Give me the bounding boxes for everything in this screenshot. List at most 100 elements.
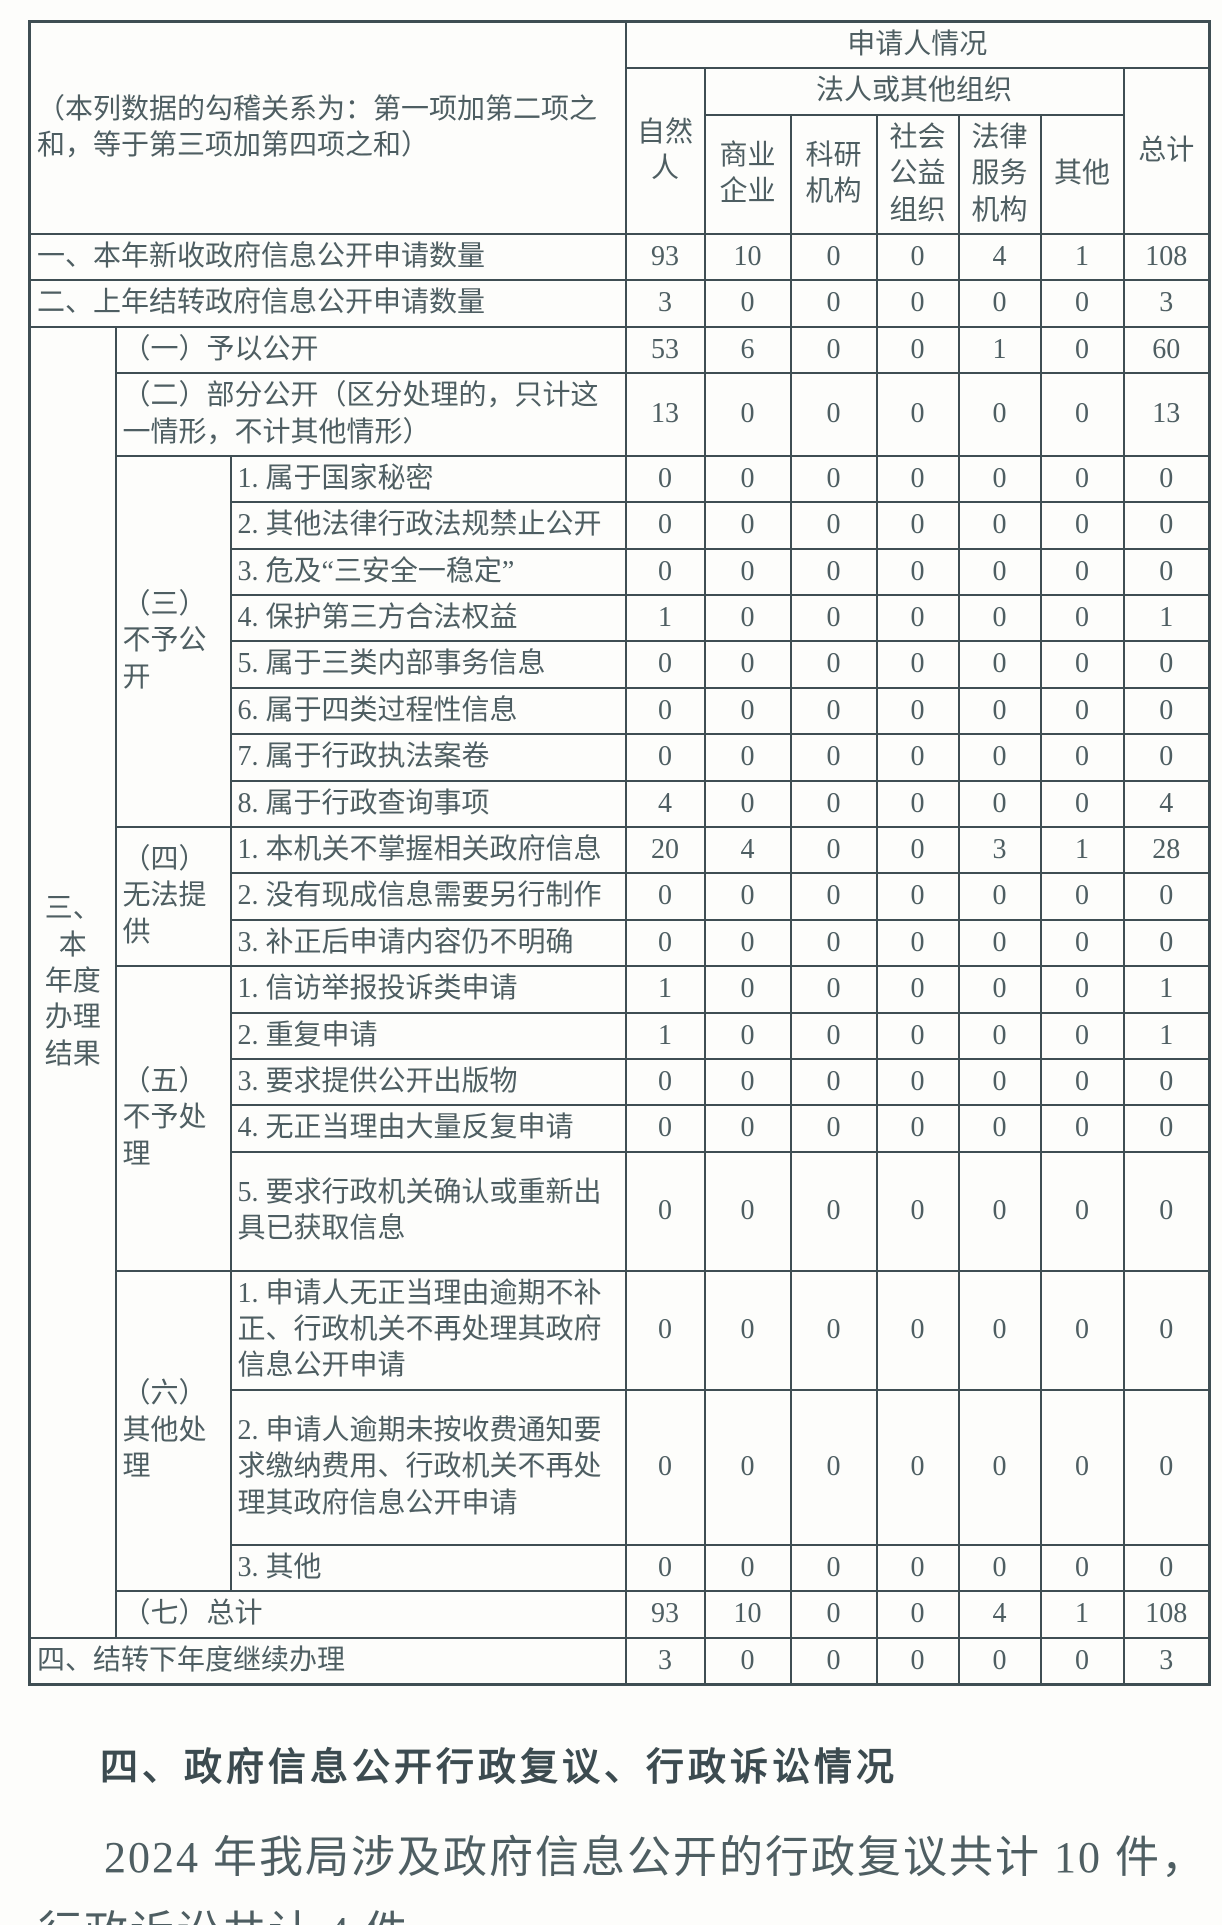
value-cell: 0 bbox=[1122, 918, 1211, 968]
col-header-legal-service: 法律服务机构 bbox=[957, 113, 1042, 235]
row-label: 1. 信访举报投诉类申请 bbox=[229, 965, 627, 1014]
col-header-natural-person: 自然人 bbox=[624, 67, 706, 235]
value-cell: 0 bbox=[957, 965, 1042, 1014]
value-cell: 108 bbox=[1122, 232, 1211, 282]
value-cell: 0 bbox=[1039, 733, 1125, 782]
value-cell: 0 bbox=[703, 1269, 792, 1391]
value-cell: 0 bbox=[1122, 872, 1211, 921]
section-heading: 四、政府信息公开行政复议、行政诉讼情况 bbox=[100, 1747, 899, 1790]
row-label: 2. 没有现成信息需要另行制作 bbox=[229, 872, 627, 921]
value-cell: 1 bbox=[1039, 232, 1125, 282]
value-cell: 0 bbox=[703, 1636, 792, 1686]
value-cell: 1 bbox=[624, 1011, 706, 1060]
value-cell: 0 bbox=[957, 1636, 1042, 1686]
value-cell: 0 bbox=[703, 918, 792, 968]
value-cell: 0 bbox=[1122, 1150, 1211, 1272]
checksum-note: （本列数据的勾稽关系为：第一项加第二项之和，等于第三项加第四项之和） bbox=[28, 20, 627, 235]
value-cell: 0 bbox=[703, 372, 792, 457]
group-label-unable-to-provide: （四）无法提供 bbox=[114, 826, 232, 968]
value-cell: 0 bbox=[789, 1388, 878, 1546]
value-cell: 0 bbox=[624, 1543, 706, 1593]
row-label: 2. 其他法律行政法规禁止公开 bbox=[229, 501, 627, 550]
value-cell: 0 bbox=[789, 501, 878, 550]
value-cell: 1 bbox=[624, 594, 706, 643]
value-cell: 0 bbox=[957, 640, 1042, 689]
value-cell: 0 bbox=[703, 1150, 792, 1272]
value-cell: 1 bbox=[1122, 965, 1211, 1014]
row-label: 4. 无正当理由大量反复申请 bbox=[229, 1104, 627, 1153]
value-cell: 0 bbox=[875, 640, 960, 689]
value-cell: 0 bbox=[957, 918, 1042, 968]
value-cell: 0 bbox=[789, 1104, 878, 1153]
value-cell: 4 bbox=[957, 232, 1042, 282]
value-cell: 0 bbox=[875, 454, 960, 504]
value-cell: 0 bbox=[957, 1057, 1042, 1107]
header-row-3: 商业企业 科研机构 社会公益组织 法律服务机构 其他 bbox=[30, 113, 1210, 235]
value-cell: 0 bbox=[1039, 325, 1125, 375]
value-cell: 10 bbox=[703, 232, 792, 282]
value-cell: 0 bbox=[624, 872, 706, 921]
value-cell: 0 bbox=[789, 279, 878, 328]
value-cell: 13 bbox=[1122, 372, 1211, 457]
value-cell: 4 bbox=[624, 779, 706, 829]
value-cell: 0 bbox=[957, 454, 1042, 504]
value-cell: 0 bbox=[789, 640, 878, 689]
row-label: 6. 属于四类过程性信息 bbox=[229, 686, 627, 736]
row-label: 3. 危及“三安全一稳定” bbox=[229, 547, 627, 597]
row-label: 二、上年结转政府信息公开申请数量 bbox=[28, 279, 627, 328]
value-cell: 0 bbox=[875, 372, 960, 457]
value-cell: 0 bbox=[624, 1057, 706, 1107]
value-cell: 0 bbox=[1122, 1057, 1211, 1107]
value-cell: 0 bbox=[789, 872, 878, 921]
table-row: （四）无法提供 1. 本机关不掌握相关政府信息 20 4 0 0 3 1 28 bbox=[30, 826, 1211, 968]
value-cell: 0 bbox=[875, 325, 960, 375]
value-cell: 0 bbox=[875, 1636, 960, 1686]
value-cell: 0 bbox=[1039, 1011, 1125, 1060]
row-label: 1. 属于国家秘密 bbox=[229, 454, 627, 504]
value-cell: 0 bbox=[957, 1011, 1042, 1060]
table-row: （六）其他处理 1. 申请人无正当理由逾期不补正、行政机关不再处理其政府信息公开… bbox=[30, 1269, 1211, 1593]
value-cell: 0 bbox=[703, 686, 792, 736]
col-header-total: 总计 bbox=[1122, 67, 1211, 235]
row-label: 1. 申请人无正当理由逾期不补正、行政机关不再处理其政府信息公开申请 bbox=[229, 1269, 627, 1391]
row-label: 3. 其他 bbox=[229, 1543, 627, 1593]
value-cell: 0 bbox=[624, 918, 706, 968]
value-cell: 0 bbox=[1039, 965, 1125, 1014]
value-cell: 0 bbox=[1039, 872, 1125, 921]
value-cell: 0 bbox=[789, 232, 878, 282]
value-cell: 0 bbox=[789, 594, 878, 643]
value-cell: 0 bbox=[957, 547, 1042, 597]
value-cell: 0 bbox=[957, 594, 1042, 643]
section-paragraph: 2024 年我局涉及政府信息公开的行政复议共计 10 件， 行政诉讼共计 4 件… bbox=[38, 1833, 1207, 1925]
value-cell: 0 bbox=[875, 1150, 960, 1272]
value-cell: 0 bbox=[789, 779, 878, 829]
group-label-not-processed: （五）不予处理 bbox=[114, 965, 232, 1272]
value-cell: 0 bbox=[624, 1150, 706, 1272]
value-cell: 0 bbox=[789, 1057, 878, 1107]
value-cell: 0 bbox=[789, 1011, 878, 1060]
value-cell: 0 bbox=[703, 640, 792, 689]
value-cell: 0 bbox=[624, 1104, 706, 1153]
value-cell: 0 bbox=[1039, 918, 1125, 968]
value-cell: 0 bbox=[875, 733, 960, 782]
value-cell: 0 bbox=[624, 640, 706, 689]
value-cell: 0 bbox=[1039, 1543, 1125, 1593]
row-label: （二）部分公开（区分处理的，只计这一情形，不计其他情形） bbox=[114, 372, 627, 457]
value-cell: 53 bbox=[624, 325, 706, 375]
row-label: 2. 申请人逾期未按收费通知要求缴纳费用、行政机关不再处理其政府信息公开申请 bbox=[229, 1388, 627, 1546]
value-cell: 4 bbox=[1122, 779, 1211, 829]
value-cell: 0 bbox=[703, 733, 792, 782]
row-label: 3. 补正后申请内容仍不明确 bbox=[229, 918, 627, 968]
value-cell: 20 bbox=[624, 826, 706, 875]
value-cell: 0 bbox=[703, 1011, 792, 1060]
table-row: （二）部分公开（区分处理的，只计这一情形，不计其他情形） 13 0 0 0 0 0 13 bbox=[30, 372, 1211, 457]
row-label: 4. 保护第三方合法权益 bbox=[229, 594, 627, 643]
value-cell: 3 bbox=[1122, 279, 1211, 328]
value-cell: 0 bbox=[624, 733, 706, 782]
row-label: 7. 属于行政执法案卷 bbox=[229, 733, 627, 782]
